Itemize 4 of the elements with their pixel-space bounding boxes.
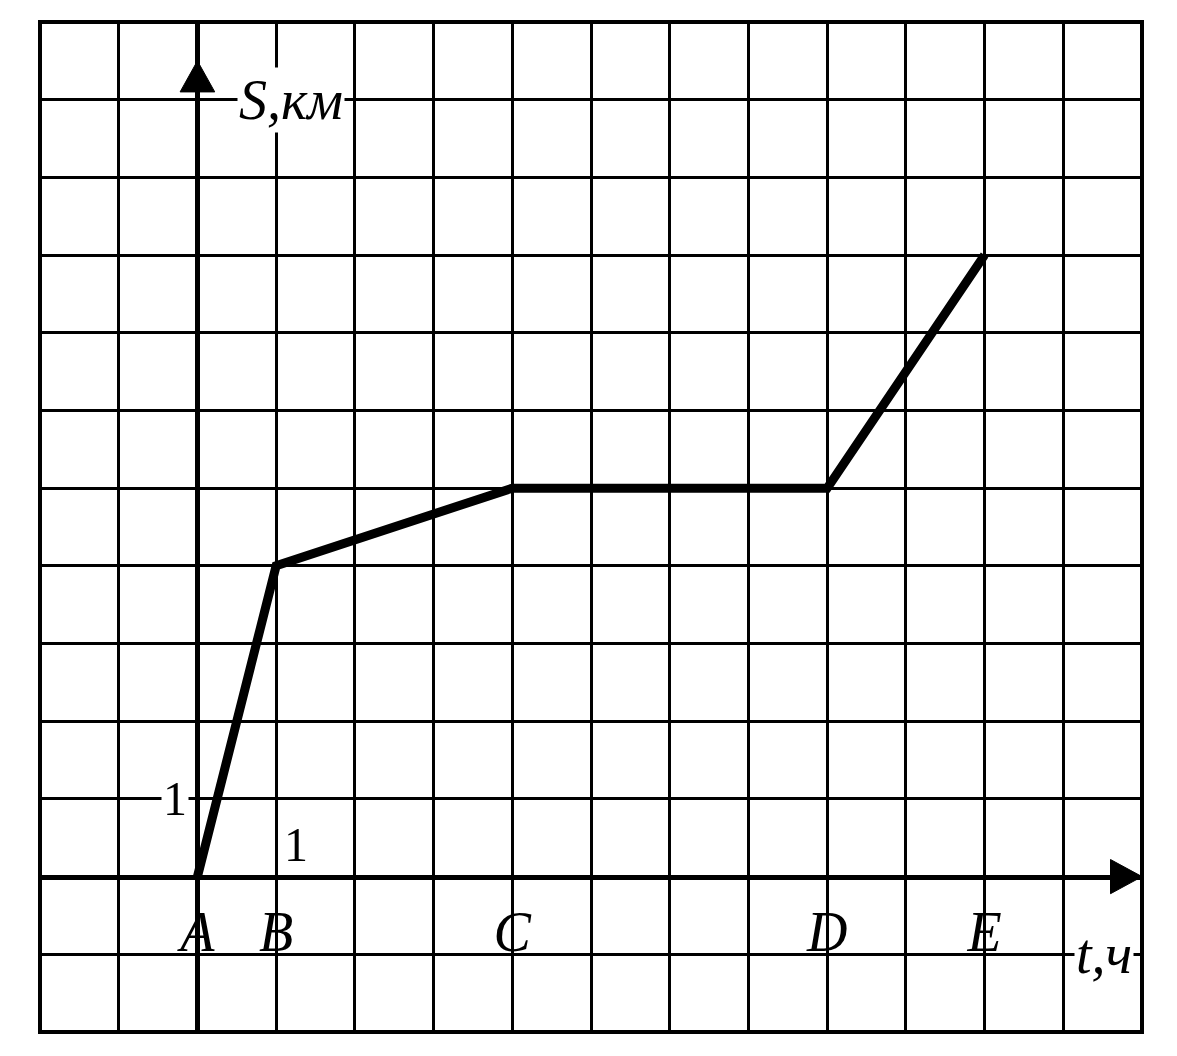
annotation: 1: [284, 818, 308, 871]
y-axis-title: S,км: [239, 69, 343, 131]
annotation: 1: [163, 772, 187, 825]
x-axis-title: t,ч: [1076, 923, 1133, 985]
